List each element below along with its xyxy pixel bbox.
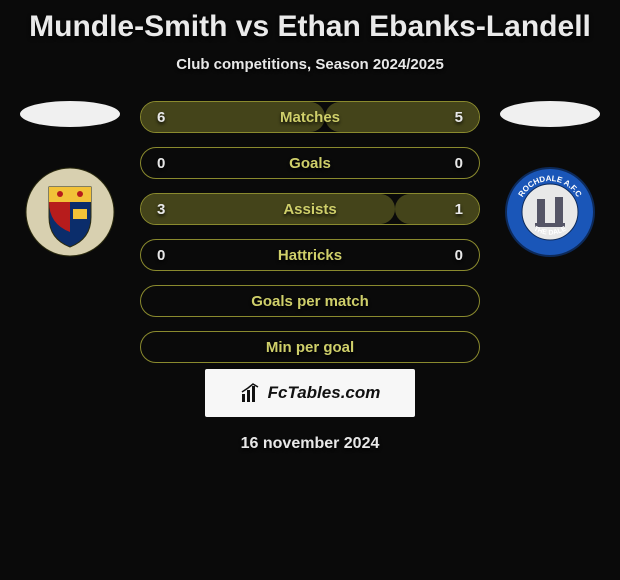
stat-row: 0 Hattricks 0 [140, 239, 480, 271]
stat-label: Min per goal [266, 339, 354, 356]
stat-label: Hattricks [278, 247, 342, 264]
branding-badge: FcTables.com [205, 369, 415, 417]
wealdstone-badge [25, 167, 115, 257]
stat-left-value: 3 [157, 201, 165, 218]
stat-left-value: 0 [157, 247, 165, 264]
stat-fill-right [395, 194, 480, 224]
stat-right-value: 0 [455, 247, 463, 264]
stat-left-value: 6 [157, 109, 165, 126]
stat-row: 0 Goals 0 [140, 147, 480, 179]
stat-row: Goals per match [140, 285, 480, 317]
left-player-column [10, 101, 130, 257]
stat-fill-left [141, 194, 395, 224]
stat-right-value: 0 [455, 155, 463, 172]
chart-icon [240, 382, 262, 404]
stat-row: Min per goal [140, 331, 480, 363]
branding-text: FcTables.com [268, 383, 381, 403]
stats-column: 6 Matches 5 0 Goals 0 3 Assists 1 0 Hattricks 0 Goal… [140, 101, 480, 363]
stat-right-value: 1 [455, 201, 463, 218]
left-flag-ellipse [20, 101, 120, 127]
stat-label: Matches [280, 109, 340, 126]
right-player-column: ROCHDALE A.F.C THE DALE [490, 101, 610, 257]
stat-row: 3 Assists 1 [140, 193, 480, 225]
stat-row: 6 Matches 5 [140, 101, 480, 133]
page-subtitle: Club competitions, Season 2024/2025 [176, 56, 444, 73]
date-label: 16 november 2024 [241, 435, 380, 453]
stat-label: Assists [283, 201, 336, 218]
stat-label: Goals [289, 155, 331, 172]
stat-right-value: 5 [455, 109, 463, 126]
stat-left-value: 0 [157, 155, 165, 172]
stat-label: Goals per match [251, 293, 369, 310]
rochdale-badge: ROCHDALE A.F.C THE DALE [505, 167, 595, 257]
right-flag-ellipse [500, 101, 600, 127]
comparison-row: 6 Matches 5 0 Goals 0 3 Assists 1 0 Hattricks 0 Goal… [0, 101, 620, 363]
page-title: Mundle-Smith vs Ethan Ebanks-Landell [29, 10, 591, 44]
